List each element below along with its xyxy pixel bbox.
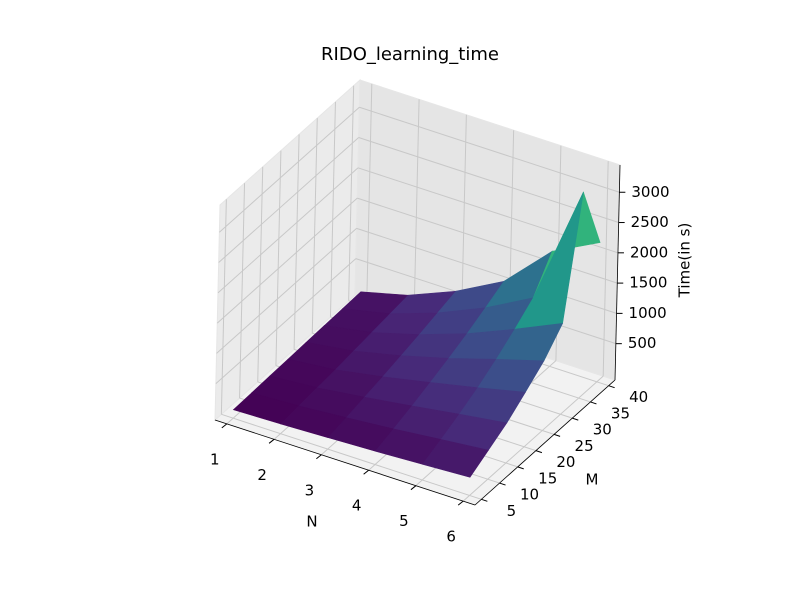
grid-line: [358, 137, 619, 224]
tick-mark: [457, 500, 464, 506]
grid-line: [357, 197, 618, 284]
grid-line: [216, 197, 358, 324]
z-tick-label: 1500: [629, 274, 667, 292]
y-tick-label: 15: [538, 469, 557, 487]
z-tick-label: 500: [628, 334, 657, 352]
x-tick-label: 6: [446, 528, 456, 546]
grid-line: [219, 106, 360, 233]
y-tick-label: 30: [593, 421, 612, 439]
z-tick-label: 2000: [630, 243, 668, 261]
x-tick-label: 5: [399, 512, 409, 530]
axis-line: [474, 379, 616, 506]
chart-title: RIDO_learning_time: [321, 44, 499, 65]
grid-line: [216, 228, 357, 354]
x-tick-label: 4: [352, 497, 362, 515]
y-tick-label: 35: [611, 404, 630, 422]
grid-line: [359, 106, 620, 193]
tick-mark: [481, 498, 488, 502]
z-tick-label: 2500: [631, 213, 669, 231]
grid-line: [462, 375, 604, 502]
tick-mark: [517, 466, 524, 470]
tick-mark: [553, 433, 561, 437]
tick-mark: [499, 482, 506, 486]
tick-mark: [410, 485, 417, 491]
tick-mark: [221, 423, 228, 429]
y-tick-label: 40: [629, 388, 648, 406]
z-axis-label: Time(in s): [676, 223, 694, 299]
grid-line: [218, 137, 359, 263]
tick-mark: [268, 438, 275, 444]
tick-mark: [572, 417, 579, 421]
z-tick-label: 3000: [631, 183, 669, 201]
x-axis-label: N: [306, 513, 317, 531]
axis-line: [614, 164, 621, 381]
x-tick-label: 2: [257, 466, 267, 484]
y-tick-label: 10: [520, 486, 539, 504]
tick-mark: [590, 401, 597, 405]
y-tick-label: 5: [507, 502, 517, 520]
surface-face: [422, 439, 489, 478]
grid-line: [217, 167, 359, 294]
y-tick-label: 20: [556, 453, 575, 471]
axis-line: [214, 419, 476, 506]
grid-line: [221, 413, 482, 500]
tick-mark: [608, 385, 615, 389]
grid-line: [215, 258, 357, 385]
x-tick-label: 1: [210, 450, 220, 468]
tick-mark: [316, 454, 322, 460]
grid-line: [356, 227, 617, 314]
tick-mark: [363, 469, 369, 475]
y-tick-label: 25: [575, 437, 594, 455]
tick-mark: [535, 450, 543, 454]
x-tick-label: 3: [305, 481, 315, 499]
y-axis-label: M: [586, 471, 599, 489]
z-tick-label: 1000: [629, 304, 667, 322]
